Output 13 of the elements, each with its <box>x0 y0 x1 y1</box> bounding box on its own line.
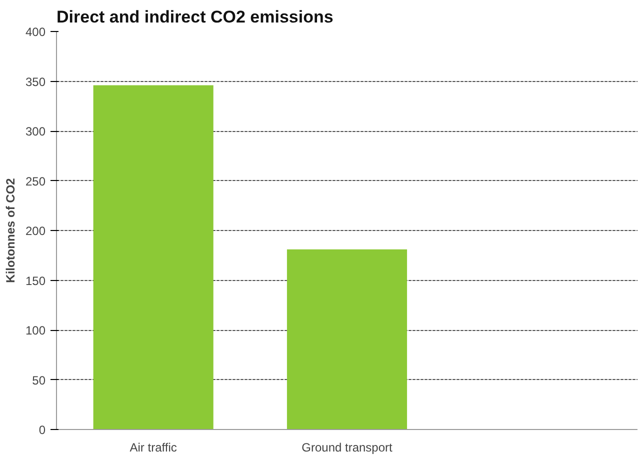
x-tick-label: Air traffic <box>130 440 177 454</box>
y-tick-label: 100 <box>25 324 46 338</box>
chart-title: Direct and indirect CO2 emissions <box>56 8 334 26</box>
y-tick-label: 350 <box>25 74 46 89</box>
y-tick-label: 200 <box>25 224 46 238</box>
y-tick-label: 300 <box>25 124 46 138</box>
y-tick-label: 0 <box>38 423 46 437</box>
y-tick-label: 50 <box>32 373 46 388</box>
y-tick-label: 150 <box>25 274 46 288</box>
y-tick-label: 250 <box>25 174 46 188</box>
y-axis-title: Kilotonnes of CO2 <box>3 178 18 283</box>
y-tick-label: 400 <box>25 25 46 39</box>
x-tick-label: Ground transport <box>302 440 394 454</box>
